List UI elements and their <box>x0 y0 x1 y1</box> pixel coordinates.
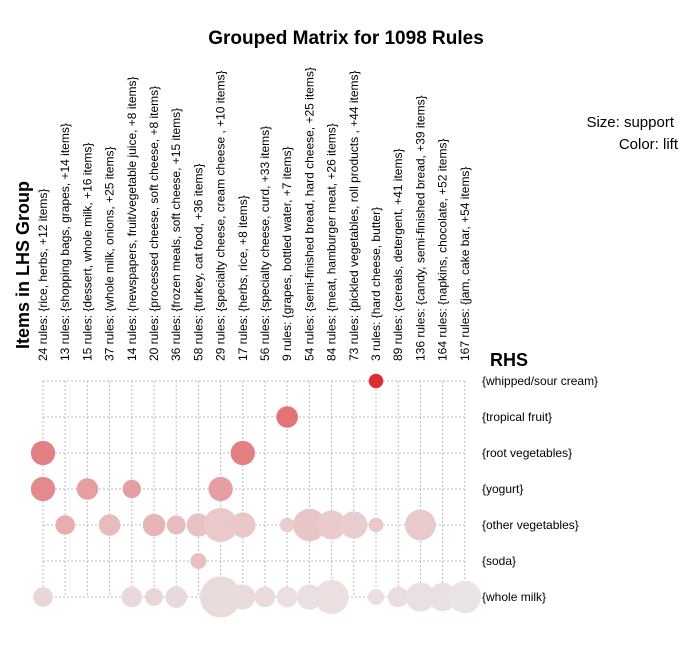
rule-bubble <box>230 440 255 466</box>
rhs-axis-title: RHS <box>490 350 528 370</box>
rule-bubble <box>276 586 298 608</box>
rule-bubble <box>200 576 242 618</box>
lhs-group-label: 13 rules: {shopping bags, grapes, +14 it… <box>58 123 72 361</box>
rule-bubble <box>448 580 482 614</box>
rule-bubble <box>276 406 298 428</box>
rule-bubble <box>121 586 143 608</box>
rhs-item-labels: {whipped/sour cream} {tropical fruit} {roo… <box>482 374 598 604</box>
rule-bubble <box>186 513 211 537</box>
lhs-group-label: 89 rules: {cereals, detergent, +41 items… <box>391 149 405 361</box>
lhs-group-label: 84 rules: {meat, hamburger meat, +26 ite… <box>325 123 339 361</box>
rule-bubble <box>317 510 347 540</box>
rule-bubble <box>405 582 435 612</box>
rule-bubble <box>55 515 75 535</box>
rule-bubble <box>368 373 384 389</box>
rule-bubble <box>254 586 276 608</box>
bubble-layer <box>30 373 482 618</box>
rule-bubble <box>368 517 384 533</box>
lhs-group-label: 136 rules: {candy, semi-finished bread, … <box>413 95 427 361</box>
rule-bubble <box>340 511 368 539</box>
lhs-group-label: 37 rules: {whole milk, onions, +25 items… <box>103 147 117 361</box>
lhs-group-label: 15 rules: {dessert, whole milk, +16 item… <box>80 143 94 361</box>
lhs-group-label: 17 rules: {herbs, rice, +8 items} <box>236 195 250 361</box>
rule-bubble <box>230 584 256 610</box>
rule-bubble <box>165 586 187 608</box>
rule-bubble <box>145 588 163 606</box>
rule-bubble <box>293 508 326 542</box>
rhs-item-label: {whipped/sour cream} <box>482 374 598 388</box>
lhs-group-label: 36 rules: {frozen meals, soft cheese, +1… <box>169 108 183 361</box>
lhs-group-label: 3 rules: {hard cheese, butter} <box>369 207 383 361</box>
rule-bubble <box>30 440 56 466</box>
rhs-item-label: {whole milk} <box>482 590 546 604</box>
lhs-group-labels: 24 rules: {rice, herbs, +12 items} 13 rul… <box>36 67 472 361</box>
rule-bubble <box>368 589 384 605</box>
rule-bubble <box>314 579 349 615</box>
lhs-group-label: 54 rules: {semi-finished bread, hard che… <box>302 67 316 361</box>
rule-bubble <box>404 509 436 541</box>
rule-bubble <box>142 513 166 537</box>
lhs-group-label: 9 rules: {grapes, bottled water, +7 item… <box>280 147 294 361</box>
rule-bubble <box>190 553 207 569</box>
lhs-group-label: 164 rules: {napkins, chocolate, +52 item… <box>436 139 450 361</box>
legend-size-label: Size: support <box>586 114 674 131</box>
lhs-group-label: 20 rules: {processed cheese, soft cheese… <box>147 86 161 361</box>
rule-bubble <box>428 582 457 612</box>
rule-bubble <box>387 586 409 608</box>
rhs-item-label: {tropical fruit} <box>482 410 552 424</box>
lhs-group-label: 73 rules: {pickled vegetables, roll prod… <box>347 71 361 362</box>
rule-bubble <box>33 587 53 607</box>
rule-bubble <box>279 517 295 533</box>
grid-lines <box>42 380 466 598</box>
lhs-group-label: 58 rules: {turkey, cat food, +36 items} <box>191 163 205 361</box>
rhs-item-label: {root vegetables} <box>482 446 572 460</box>
rhs-item-label: {soda} <box>482 554 516 568</box>
rule-bubble <box>208 476 233 502</box>
legend-color-label: Color: lift <box>619 136 679 153</box>
chart-title: Grouped Matrix for 1098 Rules <box>208 28 484 49</box>
rule-bubble <box>296 584 322 610</box>
rule-bubble <box>98 514 121 536</box>
rule-bubble <box>166 515 186 535</box>
rule-bubble <box>203 507 238 543</box>
rule-bubble <box>76 478 99 500</box>
rhs-item-label: {other vegetables} <box>482 518 579 532</box>
rule-bubble <box>122 479 141 499</box>
rhs-item-label: {yogurt} <box>482 482 523 496</box>
lhs-group-label: 56 rules: {specialty cheese, curd, +33 i… <box>258 126 272 361</box>
rule-bubble <box>230 512 256 538</box>
rule-bubble <box>30 476 56 502</box>
lhs-group-label: 167 rules: {jam, cake bar, +54 items} <box>458 167 472 361</box>
lhs-group-label: 29 rules: {specialty cheese, cream chees… <box>214 71 228 362</box>
lhs-group-label: 14 rules: {newspapers, fruit/vegetable j… <box>125 77 139 362</box>
lhs-group-label: 24 rules: {rice, herbs, +12 items} <box>36 189 50 361</box>
y-axis-title: Items in LHS Group <box>13 181 33 349</box>
